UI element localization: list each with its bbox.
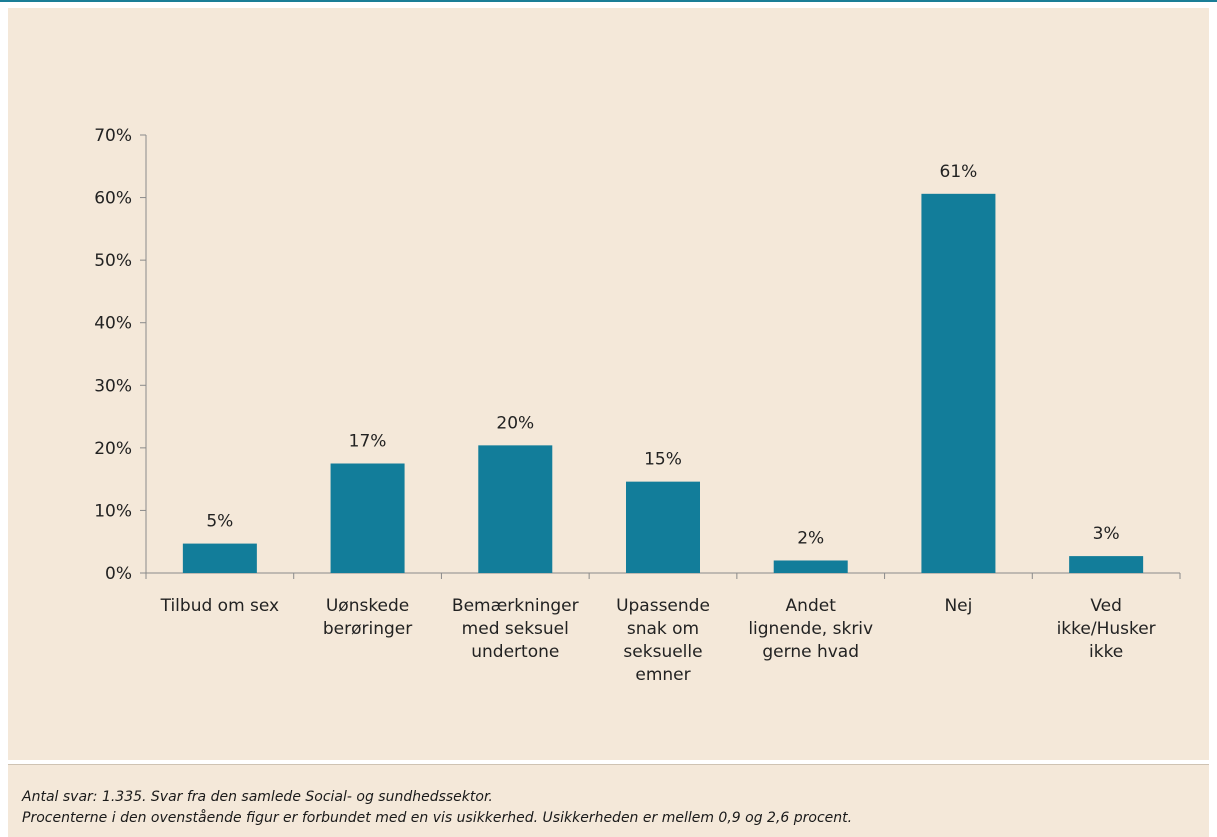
- x-category-label: emner: [635, 665, 690, 685]
- bar-data-label: 2%: [797, 528, 824, 548]
- y-tick-label: 70%: [94, 126, 132, 146]
- note-response-count: Antal svar: 1.335. Svar fra den samlede …: [22, 789, 493, 805]
- bar-data-label: 20%: [496, 413, 534, 433]
- x-category-label: berøringer: [323, 619, 412, 639]
- note-uncertainty: Procenterne i den ovenstående figur er f…: [22, 810, 853, 826]
- x-category-label: undertone: [471, 642, 559, 662]
- bar: [330, 463, 405, 573]
- bar: [921, 193, 996, 573]
- x-category-label: ikke: [1089, 642, 1123, 662]
- y-tick-label: 10%: [94, 501, 132, 521]
- bar-data-label: 17%: [349, 432, 387, 452]
- x-category-label: Tilbud om sex: [160, 596, 280, 616]
- x-category-label: Bemærkninger: [452, 596, 579, 616]
- bar-data-label: 5%: [206, 512, 233, 532]
- x-category-label: Nej: [944, 596, 972, 616]
- bar-data-label: 61%: [940, 162, 978, 182]
- x-category-label: lignende, skriv: [748, 619, 873, 639]
- y-tick-label: 40%: [94, 314, 132, 334]
- y-tick-label: 20%: [94, 439, 132, 459]
- notes-panel: Antal svar: 1.335. Svar fra den samlede …: [8, 764, 1209, 837]
- x-category-label: ikke/Husker: [1057, 619, 1156, 639]
- y-tick-label: 60%: [94, 189, 132, 209]
- chart-panel: 0% 10% 20% 30% 40% 50% 60% 70% 5% Tilbud om sex 17…: [8, 8, 1209, 760]
- bar-chart: 0% 10% 20% 30% 40% 50% 60% 70% 5% Tilbud om sex 17…: [94, 126, 1181, 685]
- x-category-label: Ved: [1090, 596, 1122, 616]
- y-tick-label: 50%: [94, 251, 132, 271]
- bar: [478, 445, 553, 573]
- x-category-label: gerne hvad: [762, 642, 859, 662]
- y-tick-label: 30%: [94, 376, 132, 396]
- x-category-label: Andet: [786, 596, 837, 616]
- bar: [1069, 556, 1144, 573]
- y-tick-label: 0%: [105, 564, 132, 584]
- bar-data-label: 3%: [1093, 524, 1120, 544]
- x-category-label: Upassende: [616, 596, 710, 616]
- bar: [773, 560, 848, 573]
- bar-data-label: 15%: [644, 450, 682, 470]
- x-category-label: med seksuel: [462, 619, 569, 639]
- bar: [626, 481, 700, 573]
- x-category-label: Uønskede: [326, 596, 409, 616]
- top-accent-rule: [0, 0, 1217, 2]
- x-category-label: seksuelle: [623, 642, 702, 662]
- bar: [182, 543, 257, 573]
- x-category-label: snak om: [627, 619, 699, 639]
